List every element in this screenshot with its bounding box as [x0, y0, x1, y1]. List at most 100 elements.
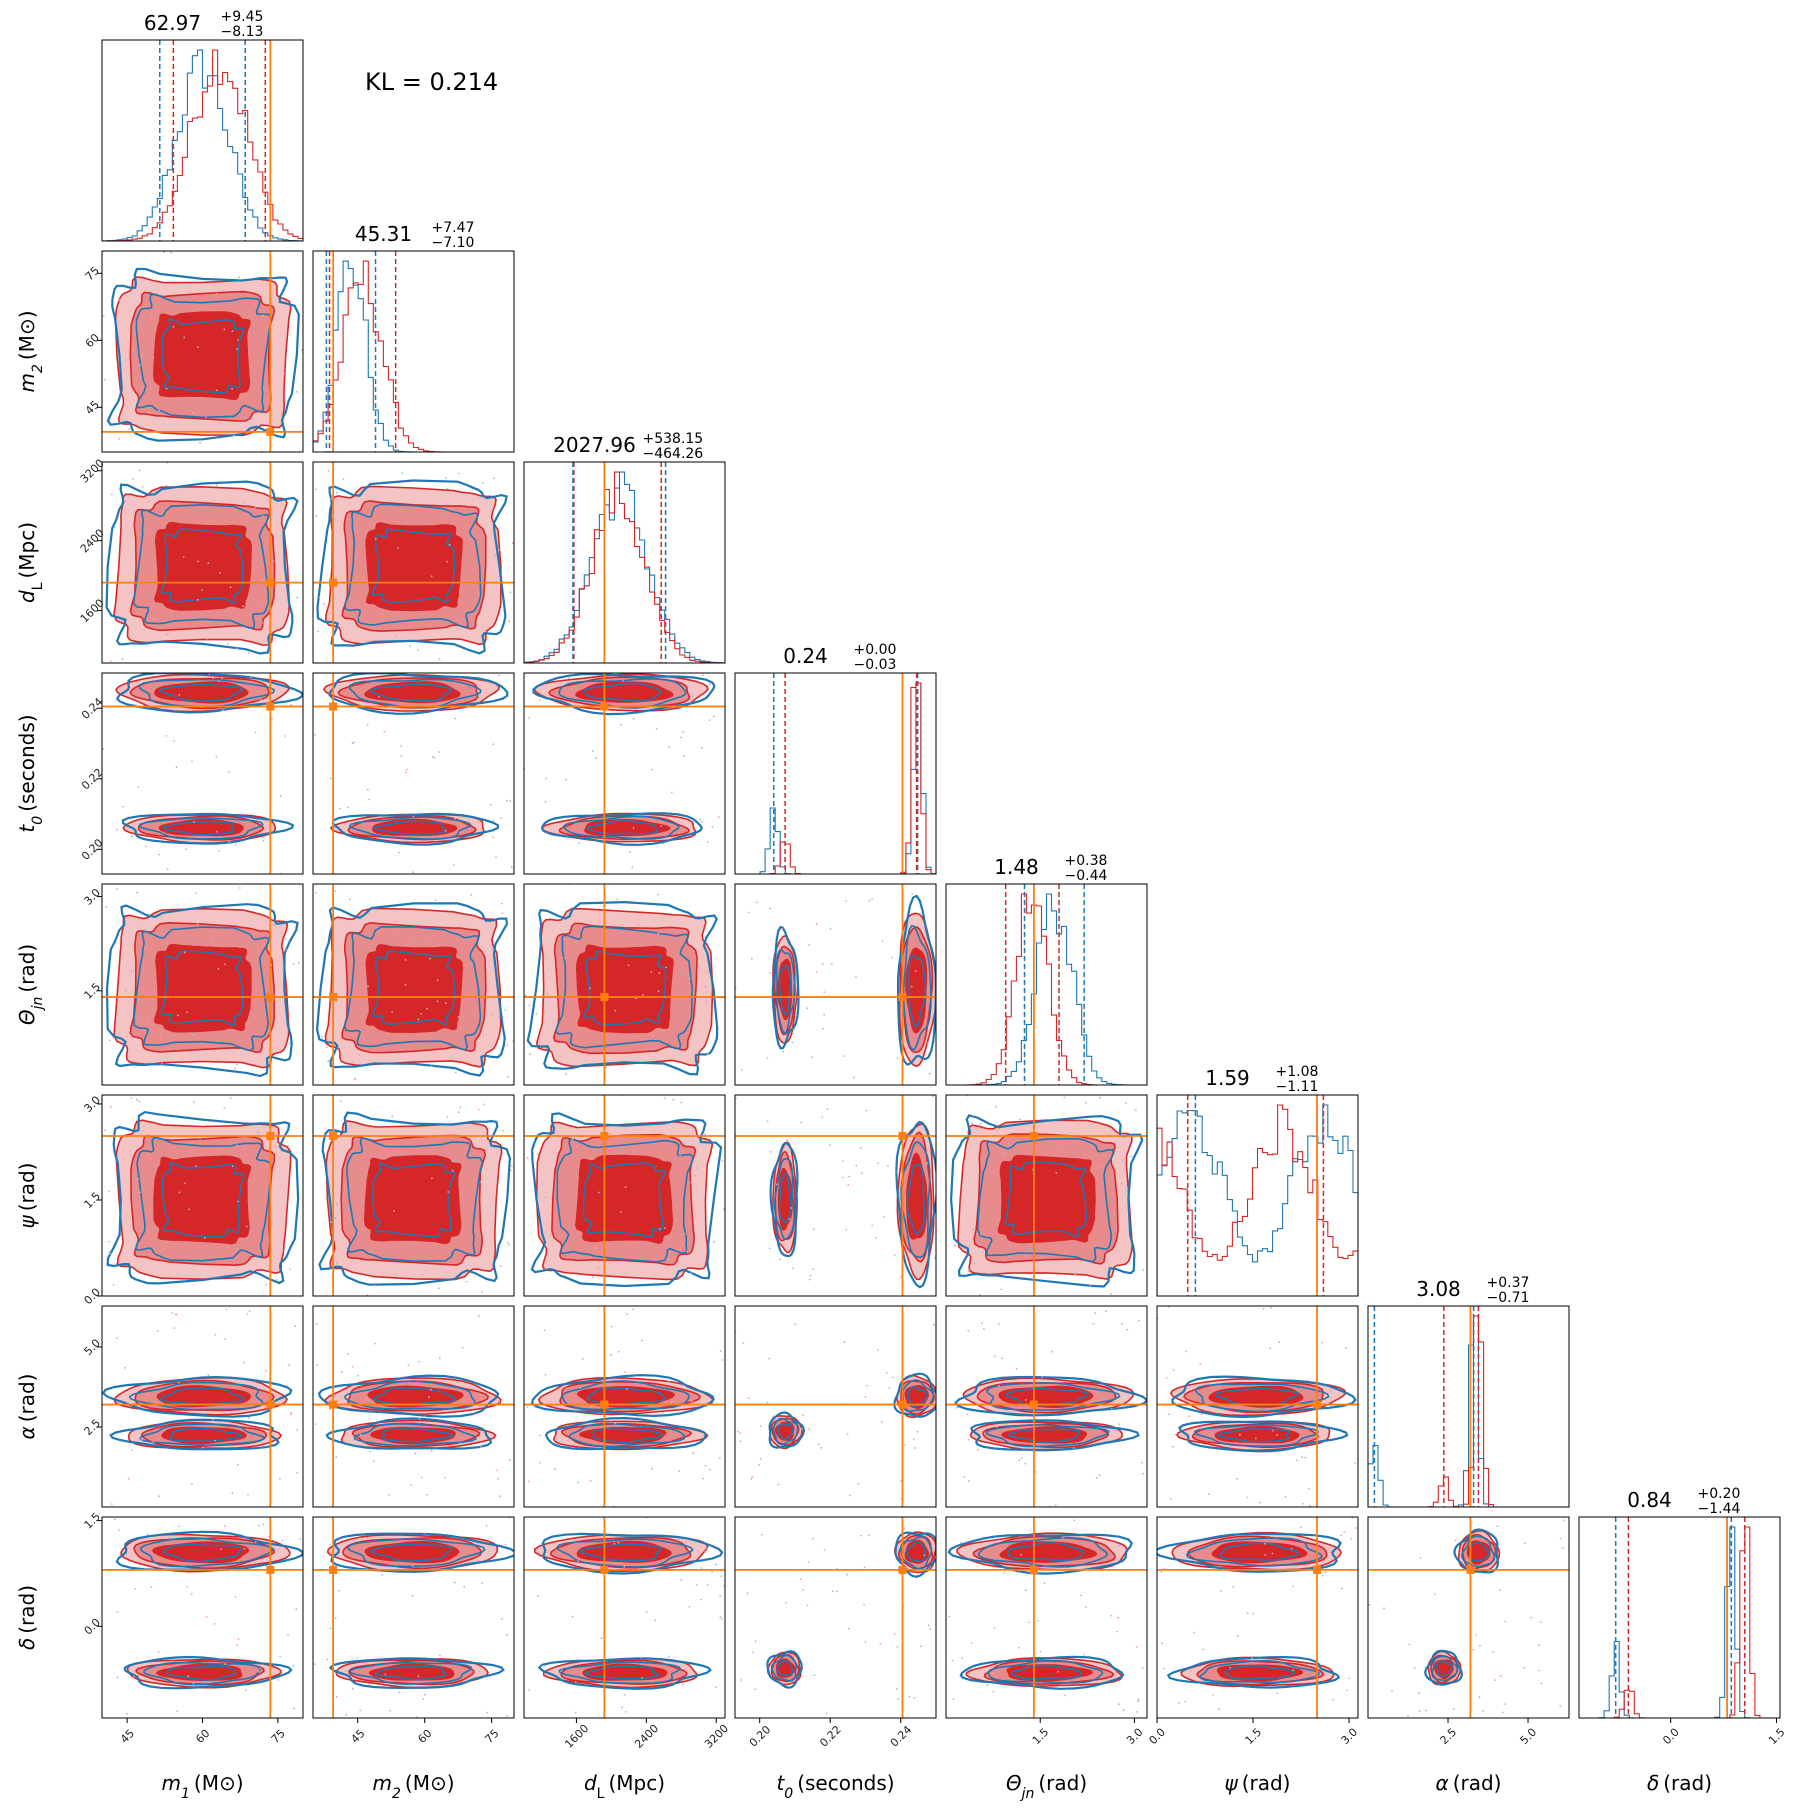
scatter-point: [721, 1160, 724, 1162]
axes-frame: [523, 883, 726, 1086]
scatter-point: [815, 971, 818, 973]
scatter-point: [806, 1007, 809, 1010]
scatter-point: [624, 1710, 627, 1713]
scatter-point: [910, 985, 913, 988]
scatter-point: [576, 1145, 579, 1148]
scatter-point: [207, 1374, 210, 1377]
scatter-point: [1009, 1244, 1011, 1247]
scatter-point: [216, 830, 218, 833]
scatter-point: [217, 967, 220, 970]
scatter-point: [1482, 1710, 1485, 1712]
contour-a-level-1: [902, 924, 932, 1051]
scatter-point: [186, 1586, 189, 1588]
contour-a-level-1: [138, 678, 276, 708]
truth-marker: [600, 993, 609, 1002]
scatter-point: [871, 1224, 874, 1227]
scatter-point: [234, 843, 237, 846]
scatter-point: [790, 1207, 792, 1209]
hist-series-b: [524, 471, 725, 663]
scatter-point: [1117, 1544, 1120, 1547]
scatter-point: [412, 871, 414, 873]
contour-a-level-2: [905, 1541, 926, 1563]
scatter-point: [315, 892, 317, 894]
scatter-point: [565, 778, 568, 781]
scatter-point: [932, 1095, 934, 1098]
scatter-point: [436, 1000, 439, 1003]
scatter-point: [381, 1574, 384, 1576]
scatter-point: [1504, 1703, 1507, 1705]
scatter-point: [258, 1670, 260, 1673]
scatter-point: [438, 1357, 441, 1360]
scatter-point: [163, 423, 166, 425]
scatter-point: [624, 1186, 627, 1188]
scatter-point: [229, 1097, 232, 1100]
scatter-point: [665, 966, 667, 969]
scatter-point: [549, 1234, 552, 1236]
contour-a-level-2: [369, 683, 453, 702]
scatter-point: [461, 1040, 464, 1043]
scatter-point: [215, 755, 218, 758]
contour-a-level-1: [132, 503, 270, 629]
scatter-point: [1163, 1567, 1166, 1570]
scatter-point: [1200, 1413, 1203, 1416]
scatter-point: [995, 1426, 998, 1428]
scatter-point: [195, 892, 198, 895]
scatter-point: [704, 1551, 706, 1553]
x-tick-label-t0: 0.24: [888, 1723, 915, 1750]
scatter-point: [493, 477, 495, 480]
scatter-point: [587, 1054, 590, 1057]
scatter-point: [1085, 1606, 1087, 1609]
contour-a-level-1: [133, 926, 270, 1052]
axes-frame: [1156, 1305, 1359, 1508]
scatter-point: [968, 1480, 970, 1482]
scatter-point: [1184, 1700, 1187, 1703]
scatter-point: [812, 1268, 815, 1270]
scatter-point: [501, 1618, 503, 1620]
scatter-point: [273, 923, 275, 926]
contour-a-level-2: [778, 964, 792, 1016]
scatter-point: [751, 957, 753, 960]
axes-frame: [523, 1094, 726, 1297]
scatter-point: [225, 1308, 228, 1311]
scatter-point: [402, 1152, 405, 1155]
scatter-point: [471, 532, 474, 535]
scatter-point: [1083, 1654, 1086, 1656]
contour-a-level-0: [970, 1419, 1140, 1451]
x-tick-label-m2: 60: [415, 1727, 434, 1746]
scatter-point: [422, 1698, 425, 1701]
scatter-point: [145, 845, 147, 847]
scatter-point: [1494, 1679, 1496, 1681]
scatter-point: [739, 1440, 742, 1443]
scatter-point: [156, 1330, 159, 1332]
scatter-point: [327, 470, 330, 472]
scatter-point: [719, 1350, 722, 1352]
scatter-point: [994, 1355, 996, 1358]
scatter-point: [1304, 1456, 1307, 1459]
scatter-point: [680, 1579, 682, 1581]
scatter-point: [808, 1278, 811, 1281]
scatter-point: [212, 677, 215, 680]
scatter-point: [1118, 1423, 1120, 1426]
scatter-point: [1425, 1709, 1428, 1712]
scatter-point: [261, 621, 263, 624]
scatter-point: [769, 907, 771, 910]
scatter-point: [491, 1013, 494, 1016]
scatter-point: [183, 336, 186, 339]
scatter-point: [892, 1376, 894, 1379]
scatter-point: [752, 1651, 754, 1654]
scatter-point: [1057, 1670, 1059, 1673]
scatter-point: [162, 251, 165, 254]
scatter-point: [482, 1103, 485, 1106]
scatter-point: [1126, 1328, 1129, 1331]
scatter-point: [1220, 1590, 1222, 1592]
title-minus-dL: −464.26: [643, 446, 704, 462]
scatter-point: [1098, 1166, 1100, 1168]
contour-a-level-0: [895, 1120, 936, 1289]
scatter-point: [459, 1106, 462, 1109]
scatter-point: [347, 1353, 350, 1355]
scatter-point: [131, 1449, 134, 1452]
contour-a-level-0: [530, 1112, 723, 1288]
scatter-point: [197, 346, 199, 349]
scatter-point: [746, 1592, 749, 1595]
scatter-point: [326, 1658, 329, 1661]
